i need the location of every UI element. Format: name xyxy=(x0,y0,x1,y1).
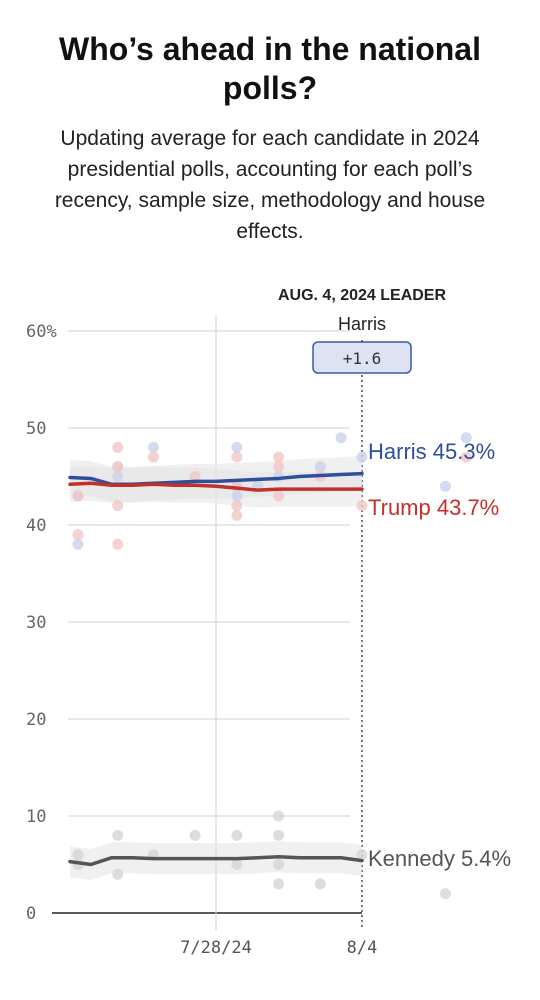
poll-dot-kennedy xyxy=(273,878,285,890)
y-tick-label: 60% xyxy=(26,322,57,342)
end-label-kennedy: Kennedy 5.4% xyxy=(368,846,511,871)
poll-dot-trump xyxy=(112,441,124,453)
end-labels: Harris 45.3% Trump 43.7% Kennedy 5.4% xyxy=(368,439,511,871)
poll-dot-trump xyxy=(112,500,124,512)
grid-lines xyxy=(52,315,363,930)
poll-dot-harris xyxy=(439,480,451,492)
poll-dot-kennedy xyxy=(231,859,243,870)
poll-dot-trump xyxy=(273,461,285,473)
band-kennedy xyxy=(70,841,362,881)
poll-dot-kennedy xyxy=(112,868,124,880)
poll-dot-trump xyxy=(189,471,201,482)
poll-dot-harris xyxy=(231,490,243,502)
poll-dot-harris xyxy=(460,432,472,444)
poll-dot-kennedy xyxy=(189,829,201,841)
leader-name: Harris xyxy=(338,314,386,334)
poll-dot-harris xyxy=(231,441,243,453)
poll-dot-harris xyxy=(112,471,124,482)
poll-dot-kennedy xyxy=(112,829,124,841)
poll-dot-kennedy xyxy=(273,810,285,822)
leader-annotation: AUG. 4, 2024 LEADER Harris +1.6 xyxy=(278,287,447,374)
poll-dot-kennedy xyxy=(356,849,368,861)
y-tick-label: 50 xyxy=(26,419,46,439)
y-tick-label: 10 xyxy=(26,807,46,827)
poll-dot-trump xyxy=(147,451,159,463)
poll-dot-harris xyxy=(335,432,347,444)
x-tick-label: 7/28/24 xyxy=(180,938,252,958)
poll-dot-trump xyxy=(356,500,368,512)
poll-dot-trump xyxy=(273,451,285,463)
poll-dot-trump xyxy=(112,538,124,550)
poll-dot-harris xyxy=(72,538,84,550)
poll-dot-trump xyxy=(231,500,243,512)
line-trump xyxy=(68,481,364,492)
poll-dot-trump xyxy=(273,490,285,502)
end-label-harris: Harris 45.3% xyxy=(368,439,495,464)
x-tick-label: 8/4 xyxy=(347,938,378,958)
poll-dot-kennedy xyxy=(273,859,285,870)
y-tick-label: 40 xyxy=(26,516,46,536)
poll-dot-harris xyxy=(356,451,368,463)
poll-dot-kennedy xyxy=(273,829,285,841)
poll-dot-trump xyxy=(231,451,243,463)
poll-dot-trump xyxy=(112,461,124,473)
line-kennedy xyxy=(68,854,364,867)
poll-dot-trump xyxy=(72,490,84,502)
poll-dot-harris xyxy=(314,461,326,473)
chart-subtitle: Updating average for each candidate in 2… xyxy=(54,127,486,243)
poll-dot-harris xyxy=(147,441,159,453)
y-tick-label: 0 xyxy=(26,904,36,924)
poll-dot-kennedy xyxy=(314,878,326,890)
y-tick-label: 30 xyxy=(26,613,46,633)
leader-margin-value: +1.6 xyxy=(343,349,382,368)
poll-dot-kennedy xyxy=(439,888,451,900)
leader-margin-badge xyxy=(312,341,412,374)
poll-dot-kennedy xyxy=(231,829,243,841)
y-tick-label: 20 xyxy=(26,710,46,730)
y-axis-ticks: 0 10 20 30 40 50 60% xyxy=(26,322,57,924)
poll-dot-kennedy xyxy=(72,849,84,861)
poll-dot-trump xyxy=(231,509,243,521)
end-label-trump: Trump 43.7% xyxy=(368,495,499,520)
poll-dot-trump xyxy=(460,451,472,463)
poll-dot-trump xyxy=(72,529,84,541)
chart-title: Who’s ahead in the national polls? xyxy=(59,31,481,106)
x-axis-ticks: 7/28/24 8/4 xyxy=(180,938,377,958)
average-lines xyxy=(68,471,364,867)
leader-heading: AUG. 4, 2024 LEADER xyxy=(278,287,447,304)
